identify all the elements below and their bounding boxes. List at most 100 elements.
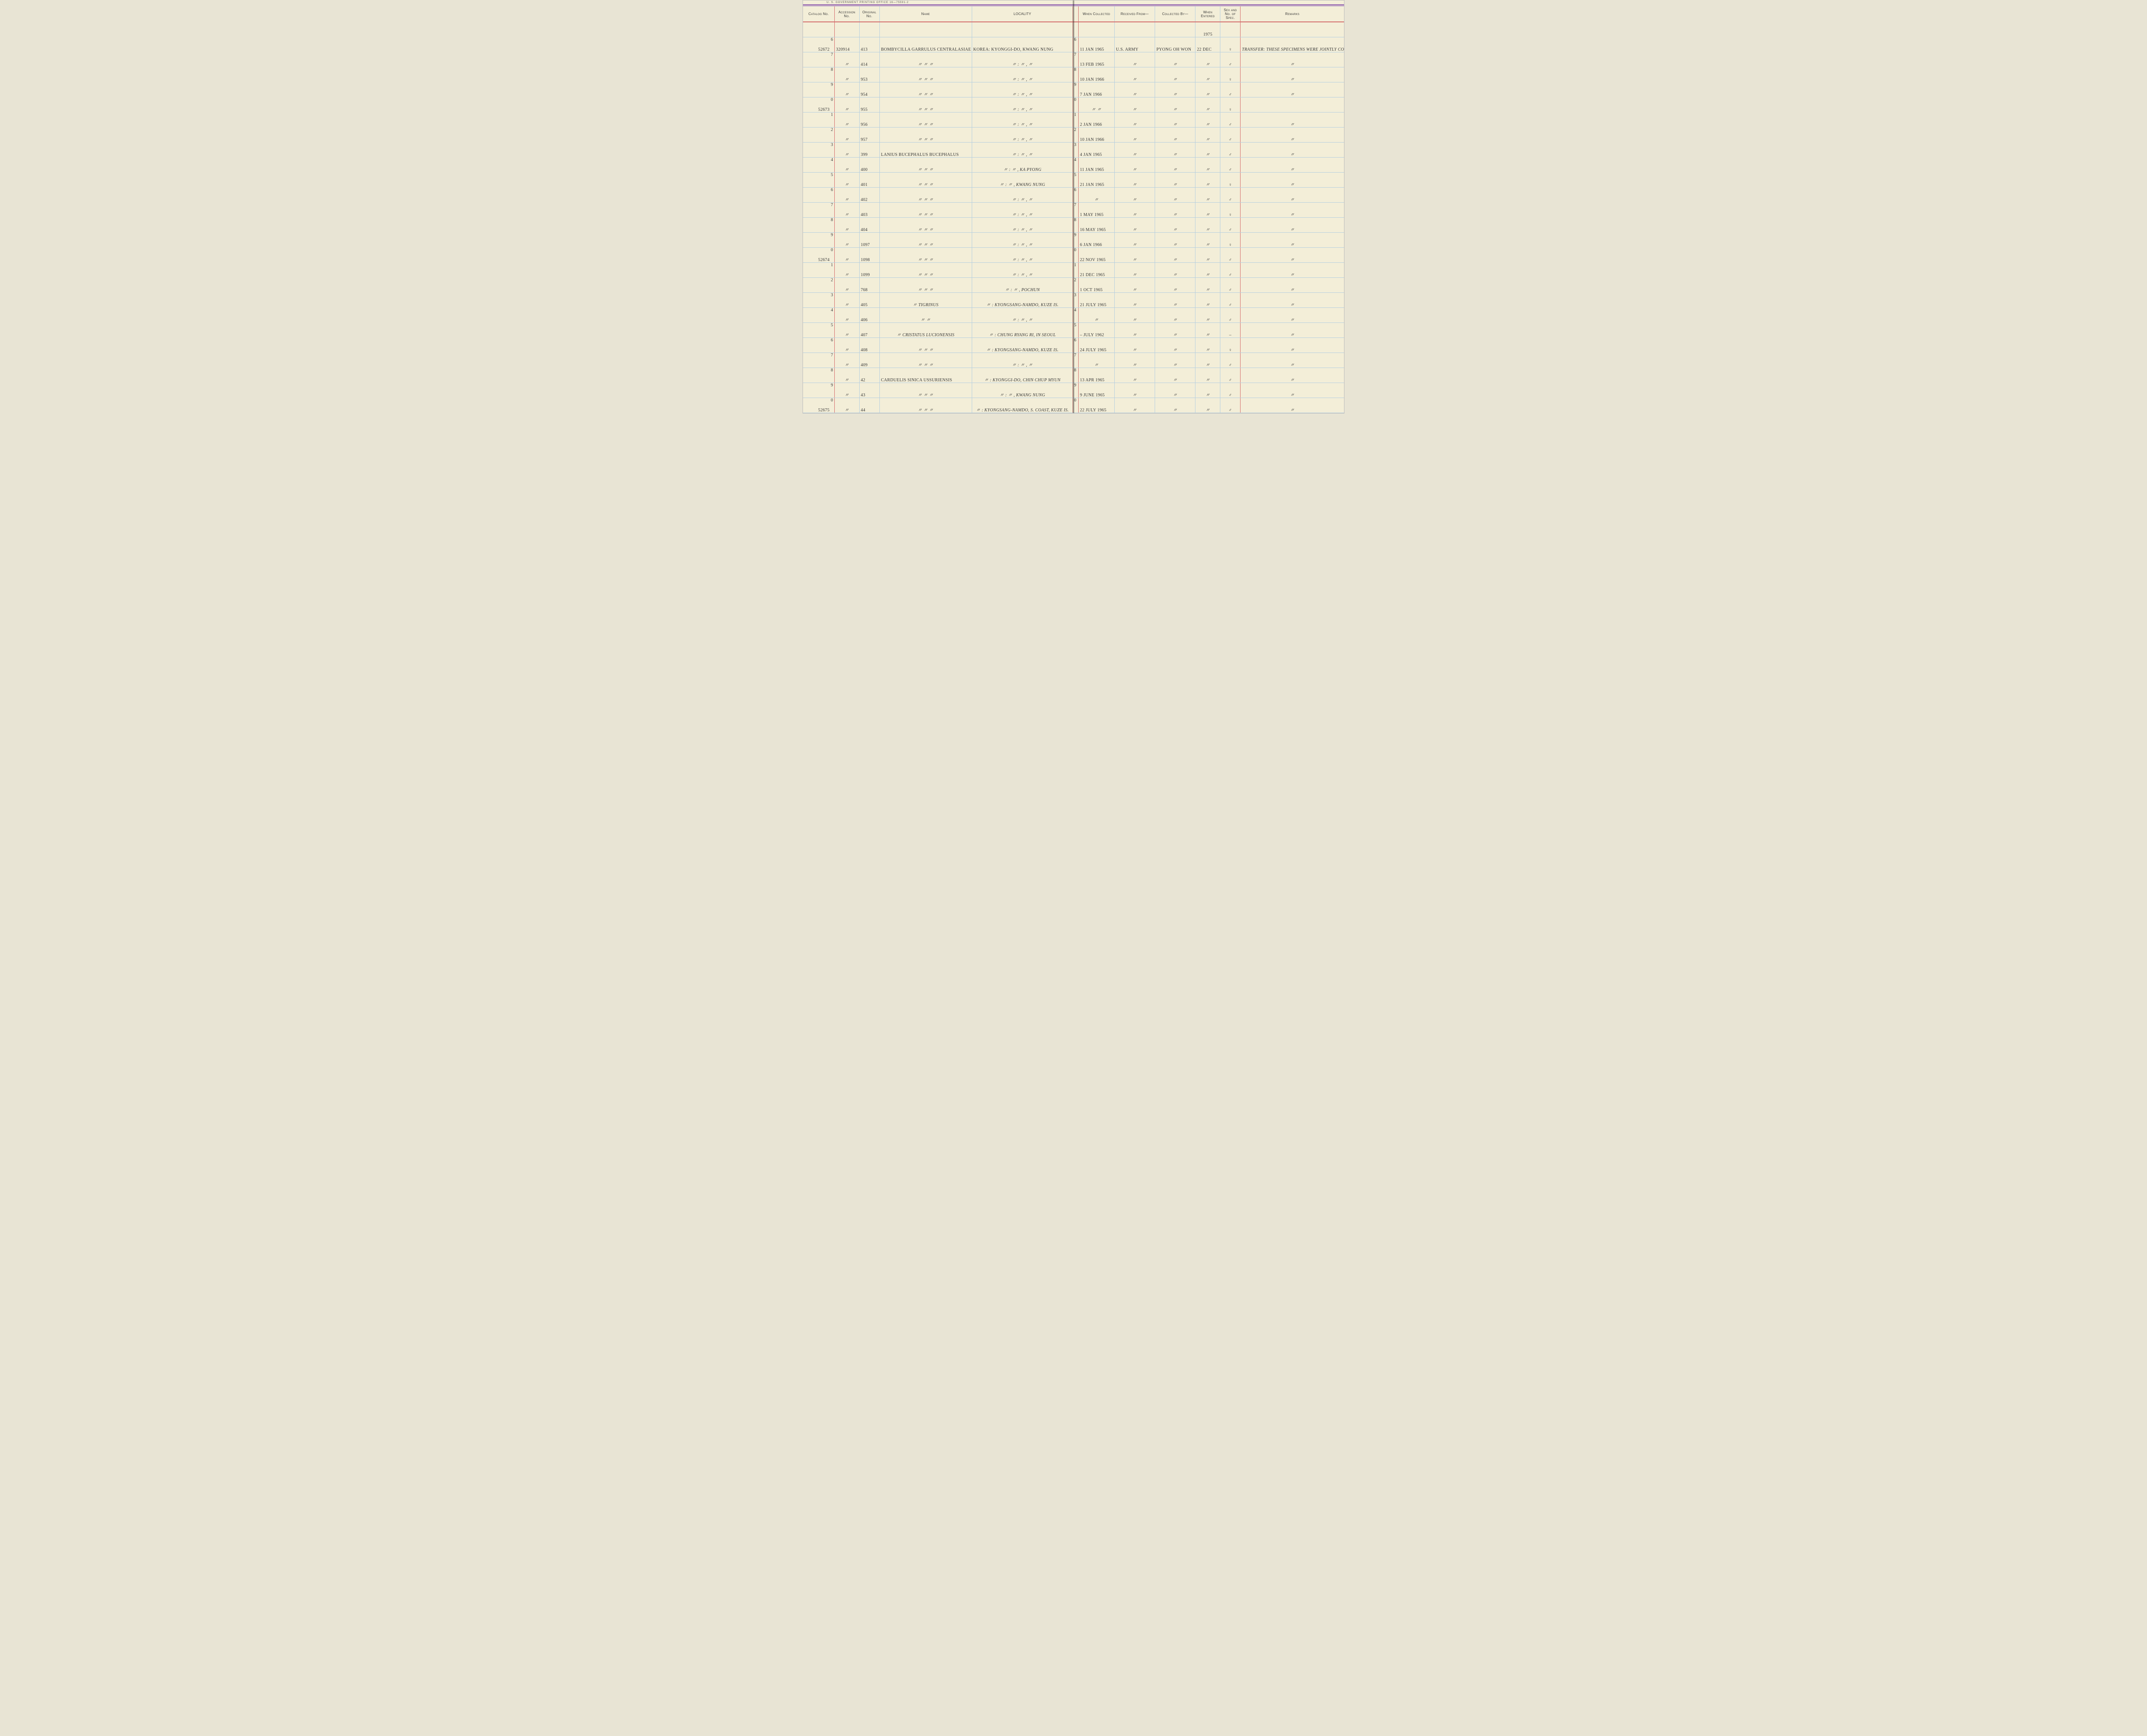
cell-name: Lanius bucephalus bucephalus [879, 143, 972, 158]
cell-sex: ♀ [1220, 37, 1241, 52]
cell-when-entered: 〃 [1195, 173, 1220, 188]
cell-locality: 〃 : 〃 , Pochun [972, 278, 1073, 293]
cell-name: 〃 〃 〃 [879, 278, 972, 293]
cell-name: 〃 〃 〃 [879, 67, 972, 82]
cell-collected-by: 〃 [1155, 368, 1195, 383]
cell-catalog [803, 188, 830, 203]
cell-remarks: 〃 [1241, 158, 1344, 173]
cell-accession: 〃 [834, 173, 859, 188]
cell-collected-by: 〃 [1155, 263, 1195, 278]
year-note: 1975 [1195, 22, 1220, 37]
cell-name: 〃 tigrinus [879, 293, 972, 308]
cell-sex: ♂ [1220, 263, 1241, 278]
cell-when-entered: 〃 [1195, 158, 1220, 173]
cell-accession: 〃 [834, 308, 859, 323]
cell-sex: ♂ [1220, 308, 1241, 323]
cell-rownum-left: 7 [830, 353, 834, 368]
cell-sex: ♂ [1220, 128, 1241, 143]
cell-collected-by: 〃 [1155, 203, 1195, 218]
cell-when-collected: 21 July 1965 [1078, 293, 1114, 308]
cell-catalog [803, 278, 830, 293]
cell-collected-by: 〃 [1155, 97, 1195, 112]
cell-when-collected: 〃 〃 [1078, 97, 1114, 112]
cell-name: 〃 〃 〃 [879, 218, 972, 233]
cell-when-collected: 10 Jan 1966 [1078, 128, 1114, 143]
cell-sex: ♀ [1220, 67, 1241, 82]
cell-original: 955 [859, 97, 879, 112]
cell-accession: 〃 [834, 263, 859, 278]
cell-accession: 〃 [834, 353, 859, 368]
cell-catalog: 52672 [803, 37, 830, 52]
cell-sex: ♂ [1220, 52, 1241, 67]
cell-locality: 〃 : 〃 , 〃 [972, 203, 1073, 218]
cell-locality: 〃 : 〃 , 〃 [972, 143, 1073, 158]
cell-accession: 〃 [834, 338, 859, 353]
cell-rownum-left: 6 [830, 338, 834, 353]
cell-locality: 〃 : 〃 , 〃 [972, 248, 1073, 263]
cell-when-collected: 2 Jan 1966 [1078, 112, 1114, 128]
cell-name: 〃 〃 〃 [879, 97, 972, 112]
cell-remarks [1241, 97, 1344, 112]
cell-accession: 〃 [834, 188, 859, 203]
cell-when-entered: 〃 [1195, 67, 1220, 82]
cell-original: 768 [859, 278, 879, 293]
cell-sex: ♂ [1220, 278, 1241, 293]
cell-catalog [803, 67, 830, 82]
cell-sex: ♂ [1220, 353, 1241, 368]
cell-rownum-left: 3 [830, 143, 834, 158]
cell-collected-by: 〃 [1155, 353, 1195, 368]
cell-locality: 〃 : 〃 , 〃 [972, 218, 1073, 233]
cell-name: 〃 〃 〃 [879, 173, 972, 188]
cell-catalog [803, 293, 830, 308]
cell-collected-by: 〃 [1155, 248, 1195, 263]
cell-remarks: 〃 [1241, 263, 1344, 278]
cell-accession: 〃 [834, 158, 859, 173]
cell-sex: ♂ [1220, 398, 1241, 413]
cell-when-collected: 13 Feb 1965 [1078, 52, 1114, 67]
cell-rownum-left: 1 [830, 263, 834, 278]
cell-collected-by: 〃 [1155, 278, 1195, 293]
cell-when-entered: 〃 [1195, 128, 1220, 143]
cell-catalog [803, 173, 830, 188]
cell-original: 402 [859, 188, 879, 203]
cell-collected-by: 〃 [1155, 233, 1195, 248]
cell-original: 1099 [859, 263, 879, 278]
cell-catalog [803, 52, 830, 67]
cell-when-collected: 〃 [1078, 188, 1114, 203]
cell-locality: 〃 : Kyongsang-Namdo, S. Coast, Kuze Is. [972, 398, 1073, 413]
cell-sex: ♂ [1220, 188, 1241, 203]
cell-remarks: 〃 [1241, 323, 1344, 338]
cell-collected-by: 〃 [1155, 67, 1195, 82]
cell-remarks: 〃 [1241, 368, 1344, 383]
cell-when-entered: 〃 [1195, 188, 1220, 203]
cell-rownum-left: 7 [830, 52, 834, 67]
cell-sex: ♂ [1220, 112, 1241, 128]
cell-when-collected: 7 Jan 1966 [1078, 82, 1114, 97]
cell-accession: 〃 [834, 128, 859, 143]
cell-catalog [803, 143, 830, 158]
cell-when-entered: 〃 [1195, 293, 1220, 308]
cell-rownum-left: 6 [830, 37, 834, 52]
cell-name: 〃 〃 〃 [879, 233, 972, 248]
cell-when-collected: 13 Apr 1965 [1078, 368, 1114, 383]
cell-remarks: 〃 [1241, 233, 1344, 248]
cell-catalog [803, 323, 830, 338]
cell-collected-by: 〃 [1155, 52, 1195, 67]
cell-accession: 〃 [834, 52, 859, 67]
cell-remarks: 〃 [1241, 278, 1344, 293]
cell-accession: 〃 [834, 368, 859, 383]
cell-original: 407 [859, 323, 879, 338]
cell-original: 956 [859, 112, 879, 128]
cell-collected-by: 〃 [1155, 188, 1195, 203]
cell-rownum-left: 1 [830, 112, 834, 128]
cell-locality: 〃 : 〃 , 〃 [972, 82, 1073, 97]
cell-when-entered: 〃 [1195, 248, 1220, 263]
cell-catalog [803, 338, 830, 353]
cell-locality: 〃 : 〃 , 〃 [972, 188, 1073, 203]
cell-when-collected: 〃 [1078, 353, 1114, 368]
cell-received-from: 〃 [1114, 67, 1155, 82]
hdr-when-collected: When Collected [1078, 6, 1114, 22]
cell-name: Carduelis sinica ussuriensis [879, 368, 972, 383]
cell-original: 404 [859, 218, 879, 233]
cell-sex: ♂ [1220, 383, 1241, 398]
